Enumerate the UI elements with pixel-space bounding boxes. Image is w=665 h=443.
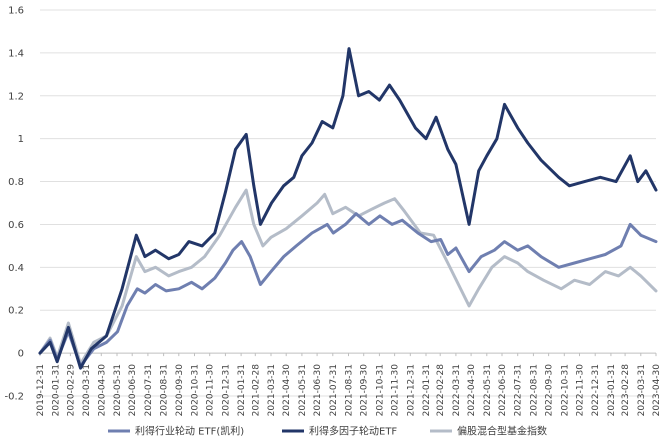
x-tick-label: 2020-04-30 — [97, 364, 107, 417]
x-tick-label: 2021-05-31 — [298, 364, 308, 416]
x-tick-label: 2022-06-30 — [498, 364, 508, 417]
x-tick-label: 2021-01-31 — [237, 364, 247, 416]
x-tick-label: 2020-12-31 — [221, 364, 231, 416]
x-tick-label: 2021-02-28 — [251, 364, 261, 417]
x-tick-label: 2020-09-30 — [175, 364, 185, 417]
x-tick-label: 2021-06-30 — [313, 364, 323, 417]
legend-label: 利得行业轮动 ETF(凯利) — [135, 425, 244, 438]
x-tick-label: 2021-03-31 — [267, 364, 277, 416]
x-tick-label: 2022-03-31 — [452, 364, 462, 416]
x-tick-label: 2022-01-31 — [422, 364, 432, 416]
y-tick-label: 1 — [18, 134, 24, 145]
legend-label: 利得多因子轮动ETF — [309, 425, 397, 438]
x-tick-label: 2022-11-30 — [576, 364, 586, 417]
x-tick-label: 2020-08-31 — [160, 364, 170, 416]
x-tick-label: 2020-02-29 — [66, 364, 76, 417]
x-tick-label: 2022-05-31 — [483, 364, 493, 416]
x-tick-label: 2021-12-31 — [406, 364, 416, 416]
x-tick-label: 2020-03-31 — [82, 364, 92, 416]
x-tick-label: 2021-10-31 — [375, 364, 385, 416]
y-tick-label: 0 — [18, 349, 24, 360]
x-tick-label: 2023-01-31 — [607, 364, 617, 416]
x-tick-label: 2021-04-30 — [282, 364, 292, 417]
x-tick-label: 2020-05-31 — [113, 364, 123, 416]
x-tick-label: 2021-09-30 — [360, 364, 370, 417]
x-tick-label: 2023-04-30 — [652, 364, 662, 417]
x-tick-label: 2022-10-31 — [560, 364, 570, 416]
x-tick-label: 2023-03-31 — [637, 364, 647, 416]
y-axis: -0.2 0 0.2 0.4 0.6 0.8 1 1.2 1.4 1.6 — [4, 6, 24, 403]
x-tick-label: 2022-07-31 — [514, 364, 524, 416]
y-tick-label: 0.2 — [8, 306, 24, 317]
x-tick-label: 2021-08-31 — [345, 364, 355, 416]
x-tick-label: 2022-12-31 — [591, 364, 601, 416]
x-tick-label: 2020-01-31 — [52, 364, 62, 416]
x-tick-label: 2022-02-28 — [436, 364, 446, 417]
y-tick-label: 1.2 — [8, 91, 24, 102]
x-tick-label: 2020-11-30 — [206, 364, 216, 417]
x-tick-label: 2020-07-31 — [144, 364, 154, 416]
x-tick-label: 2020-10-31 — [191, 364, 201, 416]
x-tick-label: 2022-09-30 — [545, 364, 555, 417]
x-tick-label: 2020-06-30 — [128, 364, 138, 417]
x-tick-label: 2022-08-31 — [529, 364, 539, 416]
y-tick-label: 1.4 — [8, 48, 24, 59]
x-tick-label: 2019-12-31 — [36, 364, 46, 416]
x-tick-label: 2023-02-28 — [621, 364, 631, 417]
legend-label: 偏股混合型基金指数 — [457, 425, 547, 438]
series-layer — [38, 47, 658, 370]
y-tick-label: 0.8 — [8, 177, 24, 188]
y-tick-label: -0.2 — [4, 392, 24, 403]
x-axis: 2019-12-31 2020-01-31 2020-02-29 2020-03-31… — [36, 352, 662, 417]
series-line-3 — [38, 188, 658, 366]
series-line-1 — [38, 212, 658, 368]
x-tick-label: 2021-07-31 — [329, 364, 339, 416]
y-tick-label: 0.4 — [8, 263, 24, 274]
y-tick-label: 1.6 — [8, 6, 24, 17]
y-tick-label: 0.6 — [8, 220, 24, 231]
x-tick-label: 2021-11-30 — [391, 364, 401, 417]
series-line-2 — [38, 47, 658, 370]
x-tick-label: 2022-04-30 — [467, 364, 477, 417]
legend: 利得行业轮动 ETF(凯利) 利得多因子轮动ETF 偏股混合型基金指数 — [108, 425, 547, 438]
